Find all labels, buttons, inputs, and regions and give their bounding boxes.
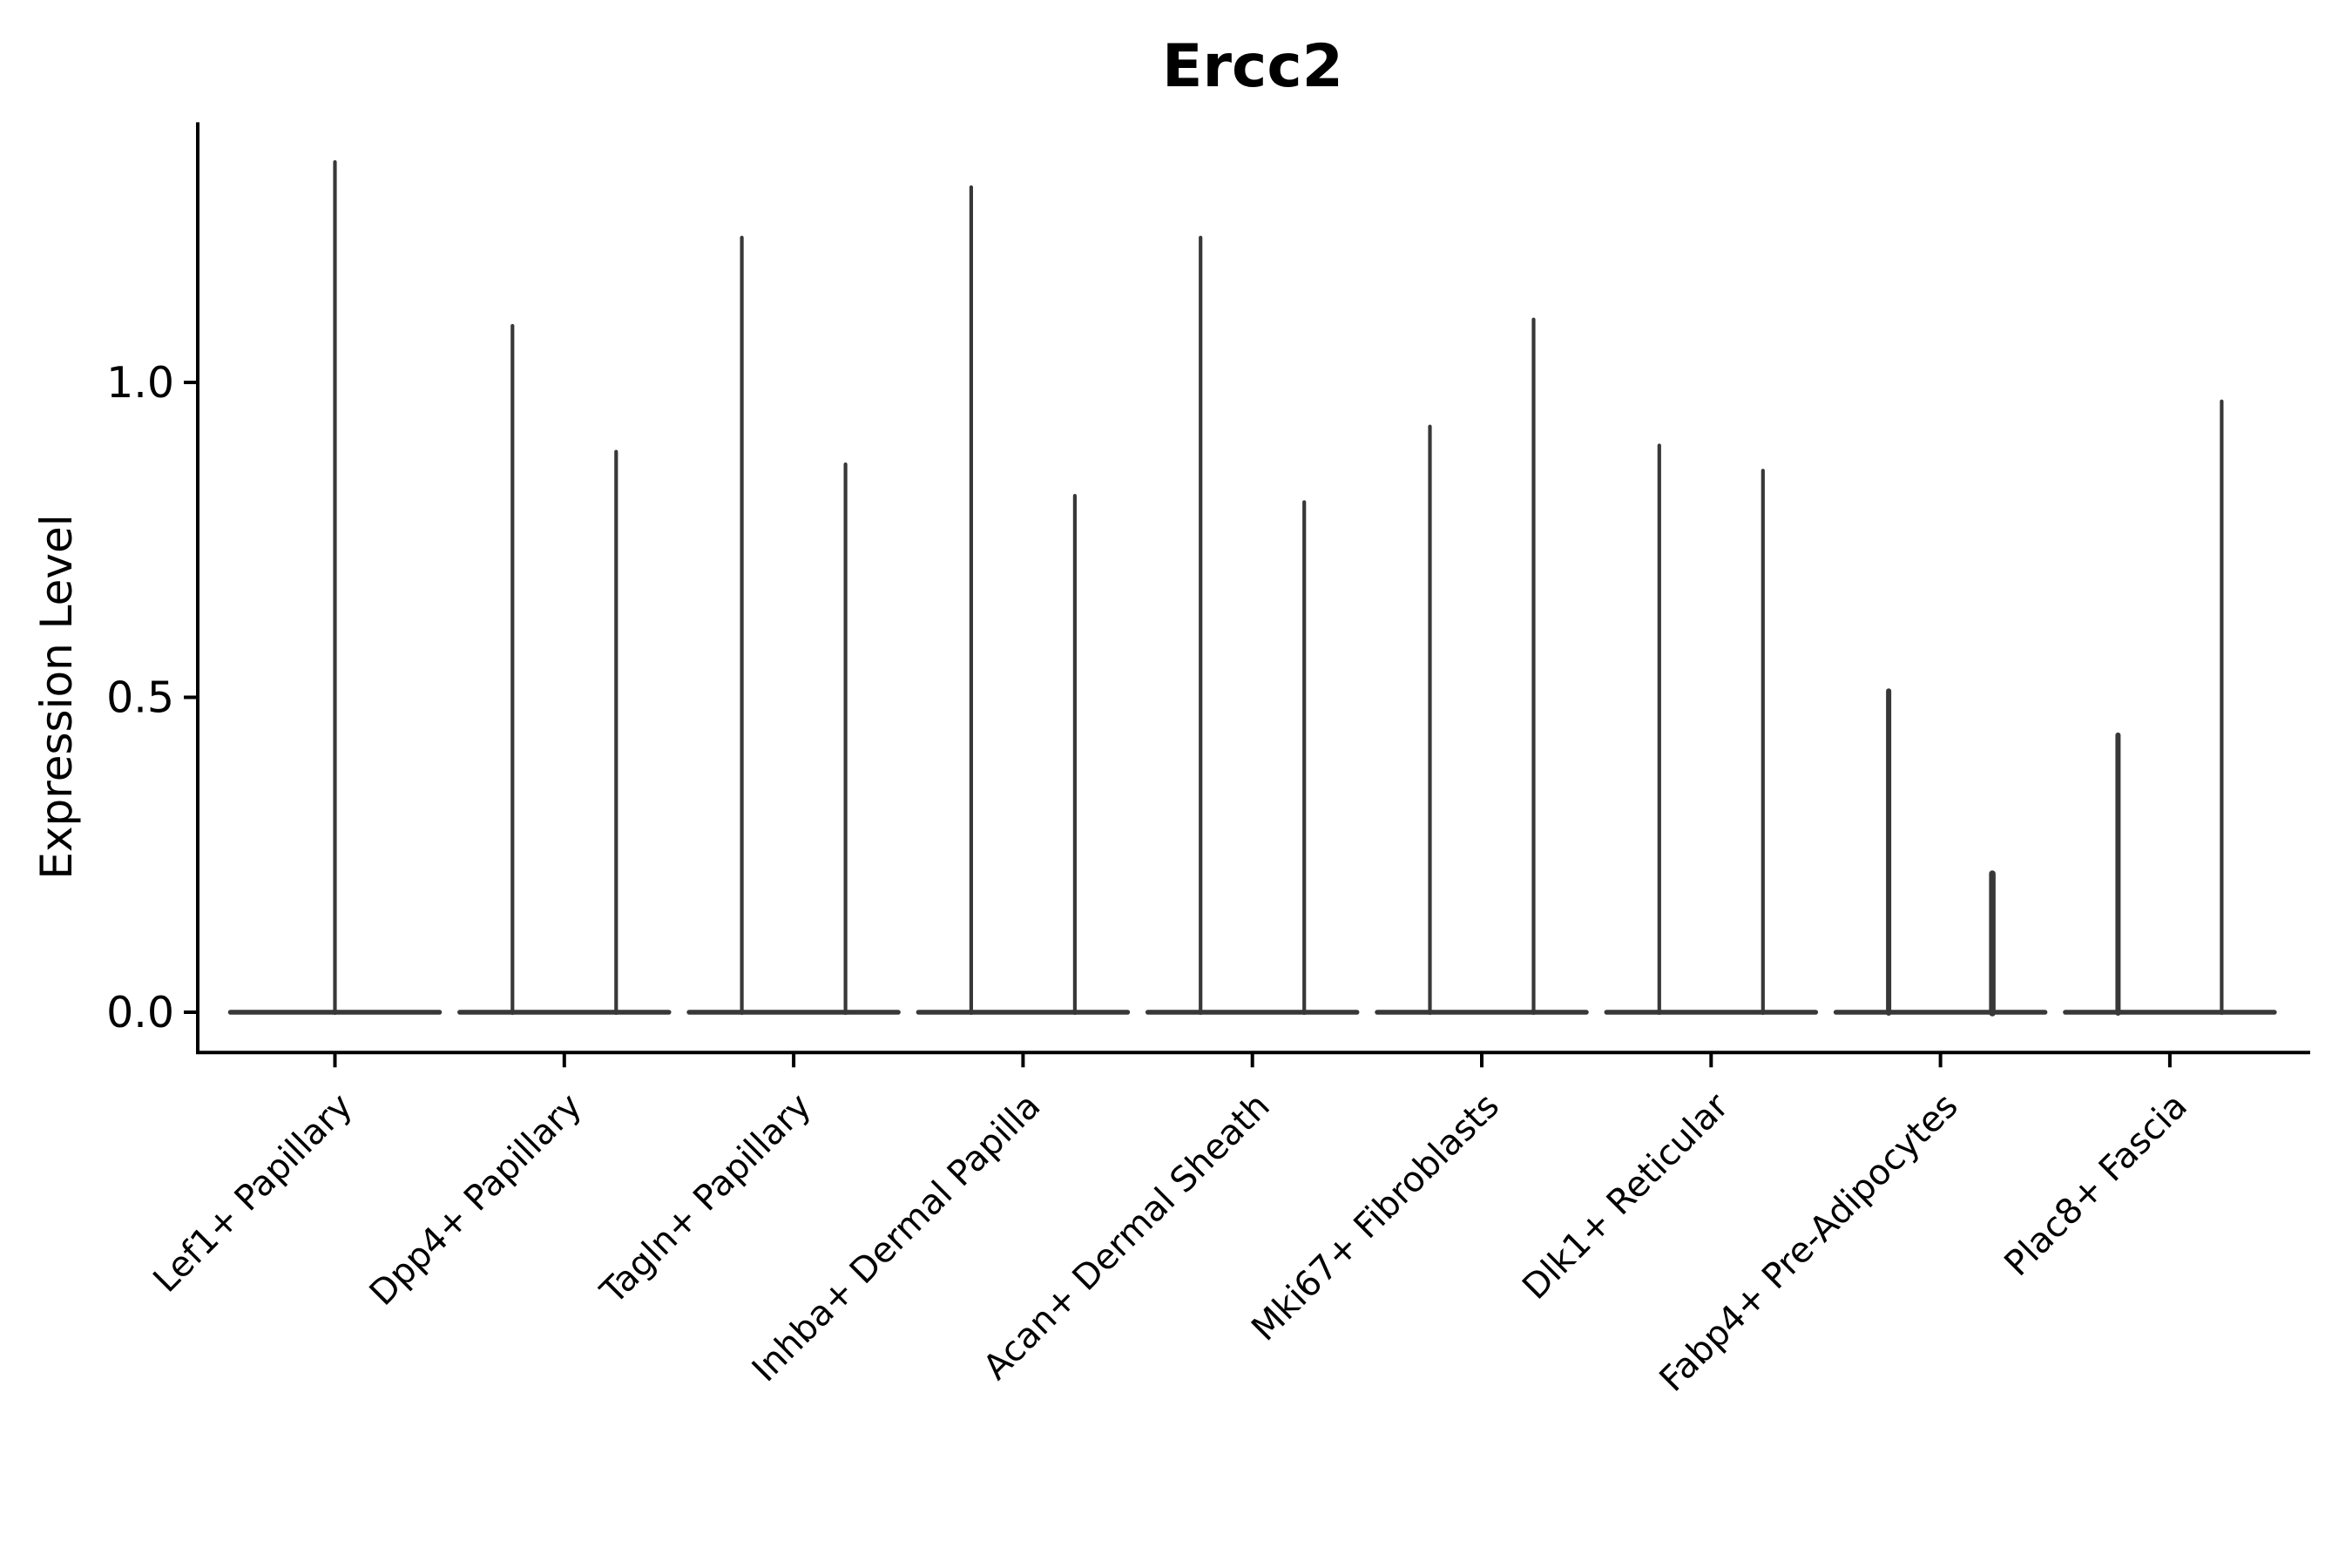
violin — [2063, 399, 2277, 1016]
chart-title: Ercc2 — [1162, 32, 1343, 101]
x-category-label: Dpp4+ Papillary — [362, 1086, 590, 1314]
violin — [916, 185, 1131, 1016]
y-tick-label: 0.0 — [106, 988, 174, 1037]
violin — [457, 323, 672, 1016]
y-tick-label: 1.0 — [106, 358, 174, 408]
violin — [227, 159, 443, 1016]
x-category-label: Plac8+ Fascia — [1997, 1086, 2195, 1285]
x-axis-ticks — [333, 1052, 2172, 1068]
violin — [1145, 235, 1360, 1016]
y-tick-label: 0.5 — [106, 673, 174, 723]
x-category-label: Dlk1+ Reticular — [1515, 1085, 1737, 1308]
y-axis-label: Expression Level — [31, 514, 82, 879]
x-axis-category-labels: Lef1+ Papillary Dpp4+ Papillary Tagln+ Pap… — [145, 1085, 2195, 1400]
violin — [686, 235, 901, 1016]
x-category-label: Mki67+ Fibroblasts — [1244, 1086, 1507, 1349]
x-category-label: Lef1+ Papillary — [145, 1086, 360, 1301]
x-category-label: Tagln+ Papillary — [592, 1086, 819, 1313]
violin — [1375, 317, 1589, 1016]
y-axis-ticks: 0.0 0.5 1.0 — [106, 358, 198, 1037]
violin — [1833, 688, 2048, 1017]
violin-shapes — [227, 159, 2277, 1017]
violin — [1604, 443, 1819, 1016]
